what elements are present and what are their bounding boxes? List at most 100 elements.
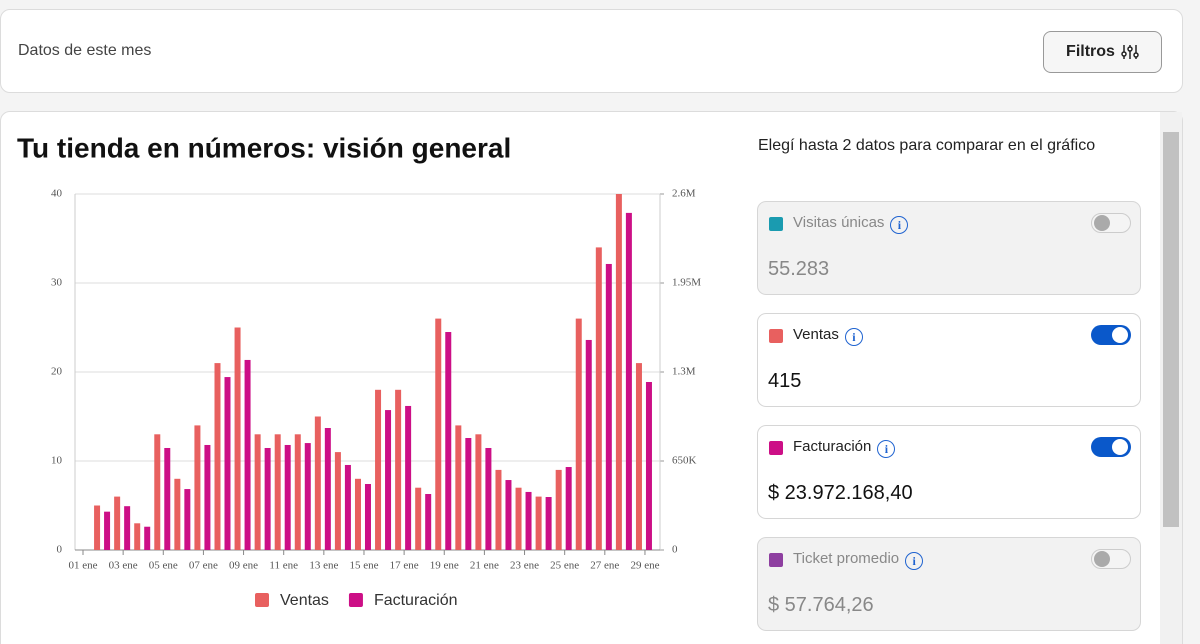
x-tick-label: 29 ene [630, 560, 659, 572]
toggle[interactable] [1091, 549, 1131, 569]
metric-value: 55.283 [768, 258, 830, 280]
filter-button[interactable]: Filtros [1043, 31, 1162, 73]
bar [314, 416, 321, 550]
bar [645, 381, 652, 550]
bar [445, 332, 452, 550]
metric-name: Ventas [793, 326, 839, 343]
metric-name-row: Ticket promedio i [793, 550, 924, 570]
info-icon[interactable]: i [877, 440, 896, 458]
bar [334, 452, 341, 550]
bar [605, 263, 612, 550]
bar [425, 493, 432, 550]
bar [405, 405, 412, 550]
toggle[interactable] [1091, 325, 1131, 345]
metric-value: $ 23.972.168,40 [768, 482, 913, 504]
y-tick-label: 20 [51, 366, 63, 378]
metric-value: $ 57.764,26 [768, 594, 874, 616]
y2-tick-label: 2.6M [672, 188, 696, 200]
bar [294, 434, 301, 550]
bar [545, 497, 552, 550]
bar [415, 487, 422, 550]
bar [204, 444, 211, 550]
y-tick-label: 30 [51, 277, 63, 289]
info-icon[interactable]: i [905, 552, 924, 570]
bar [575, 318, 582, 550]
x-tick-label: 25 ene [550, 560, 579, 572]
bar [385, 410, 392, 550]
x-tick-label: 07 ene [189, 560, 218, 572]
bar [144, 526, 151, 550]
y2-tick-label: 0 [672, 544, 678, 556]
bar [555, 469, 562, 550]
metric-name-row: Facturación i [793, 438, 896, 458]
metric-name: Ticket promedio [793, 550, 900, 567]
y2-tick-label: 650K [672, 455, 697, 467]
y2-tick-label: 1.3M [672, 366, 696, 378]
bar [304, 443, 311, 550]
bar [124, 506, 131, 550]
bar [585, 339, 592, 550]
x-tick-label: 05 ene [149, 560, 178, 572]
bar [465, 437, 472, 550]
metric-color [769, 217, 783, 231]
bar [104, 511, 111, 550]
info-icon[interactable]: i [844, 328, 863, 346]
filter-icon [1121, 45, 1139, 59]
metric-card[interactable]: Visitas únicas i 55.283 [757, 201, 1141, 295]
bar [114, 496, 121, 550]
toggle-knob [1094, 215, 1110, 231]
bar [375, 389, 382, 550]
bar [194, 425, 201, 550]
info-icon[interactable]: i [890, 216, 909, 234]
bar [154, 434, 161, 550]
y-tick-label: 0 [57, 544, 63, 556]
bar [274, 434, 281, 550]
scroll-thumb[interactable] [1163, 132, 1179, 527]
y2-tick-label: 1.95M [672, 277, 701, 289]
bar [184, 489, 191, 550]
metric-card[interactable]: Facturación i $ 23.972.168,40 [757, 425, 1141, 519]
bar [244, 359, 251, 550]
bar [324, 428, 331, 550]
bar [254, 434, 261, 550]
bar [595, 247, 602, 550]
metric-color [769, 553, 783, 567]
toggle[interactable] [1091, 437, 1131, 457]
panel-heading: Elegí hasta 2 datos para comparar en el … [758, 137, 1096, 154]
y-tick-label: 40 [51, 188, 63, 200]
bar [455, 425, 462, 550]
x-tick-label: 03 ene [109, 560, 138, 572]
y-tick-label: 10 [51, 455, 63, 467]
bar [164, 447, 171, 550]
metric-name: Facturación [793, 438, 872, 455]
toggle[interactable] [1091, 213, 1131, 233]
bar [224, 377, 231, 550]
metric-value: 415 [768, 370, 802, 392]
bar [625, 212, 632, 550]
x-tick-label: 21 ene [470, 560, 499, 572]
bar [505, 480, 512, 550]
bar [354, 478, 361, 550]
metric-card[interactable]: Ventas i 415 [757, 313, 1141, 407]
x-tick-label: 17 ene [390, 560, 419, 572]
legend-swatch [348, 593, 363, 607]
bar [344, 464, 351, 550]
bar [615, 194, 622, 550]
metric-name-row: Visitas únicas i [793, 214, 909, 234]
chart-title: Tu tienda en números: visión general [17, 132, 511, 163]
bar [495, 469, 502, 550]
bar [234, 327, 241, 550]
x-tick-label: 11 ene [269, 560, 298, 572]
metric-card[interactable]: Ticket promedio i $ 57.764,26 [757, 537, 1141, 631]
section-title: Datos de este mes [18, 42, 152, 59]
metric-name: Visitas únicas [793, 214, 885, 231]
scrollbar[interactable] [1160, 112, 1182, 644]
chart: Tu tienda en números: visión general 0 10… [17, 132, 701, 609]
metric-name-row: Ventas i [793, 326, 863, 346]
button-label: Filtros [1066, 43, 1115, 60]
legend-label: Ventas [280, 592, 329, 609]
x-tick-label: 23 ene [510, 560, 539, 572]
bar [395, 389, 402, 550]
legend-label: Facturación [374, 592, 458, 609]
